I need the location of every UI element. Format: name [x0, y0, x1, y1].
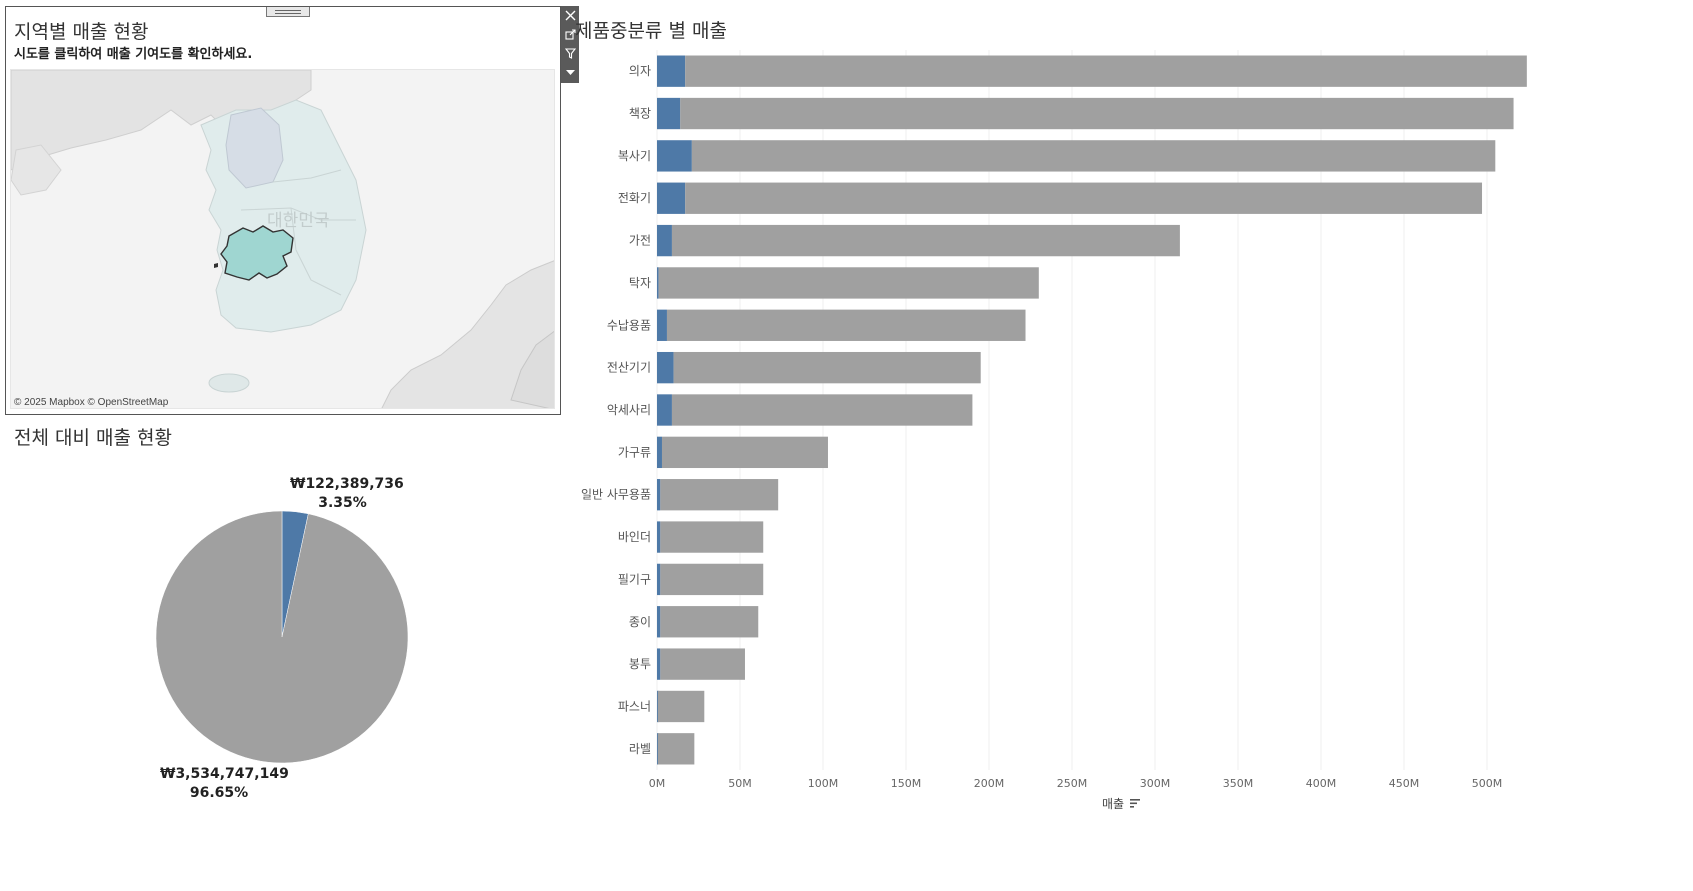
x-tick-label: 300M [1140, 777, 1171, 790]
sort-icon[interactable] [1130, 799, 1140, 808]
pie-slice-rest[interactable] [155, 510, 409, 764]
bar-selected-segment[interactable] [657, 648, 661, 680]
bar-rest-segment[interactable] [680, 97, 1514, 130]
bar-rest-segment[interactable] [671, 224, 1180, 257]
x-tick-label: 500M [1472, 777, 1503, 790]
map-panel: 지역별 매출 현황 시도를 클릭하여 매출 기여도를 확인하세요. 대한민국 [5, 6, 561, 415]
category-label[interactable]: 전산기기 [607, 361, 651, 375]
x-tick-label: 200M [974, 777, 1005, 790]
category-label[interactable]: 수납용품 [607, 318, 651, 332]
category-label[interactable]: 전화기 [618, 191, 651, 205]
bar-selected-segment[interactable] [657, 733, 659, 765]
category-label[interactable]: 필기구 [618, 572, 651, 586]
caret-down-icon[interactable] [561, 63, 579, 82]
category-label[interactable]: 책장 [629, 106, 651, 121]
bar-selected-segment[interactable] [657, 97, 681, 130]
bar-selected-segment[interactable] [657, 563, 661, 596]
bar-rest-segment[interactable] [661, 436, 828, 469]
category-label[interactable]: 가전 [629, 234, 651, 248]
bar-rest-segment[interactable] [657, 690, 705, 723]
bar-rest-segment[interactable] [685, 182, 1483, 214]
category-label[interactable]: 라벨 [629, 742, 651, 756]
map-credit: © 2025 Mapbox © OpenStreetMap [14, 397, 169, 408]
bar-rest-segment[interactable] [685, 55, 1527, 87]
x-tick-label: 150M [891, 777, 922, 790]
bar-selected-segment[interactable] [657, 309, 667, 341]
bar-selected-segment[interactable] [657, 436, 662, 469]
rest-amount: ₩3,534,747,149 [160, 766, 289, 782]
x-tick-label: 0M [649, 777, 666, 790]
x-tick-label: 400M [1306, 777, 1337, 790]
bar-selected-segment[interactable] [657, 521, 661, 553]
filter-icon[interactable] [561, 44, 579, 63]
bar-rest-segment[interactable] [660, 648, 745, 680]
category-label[interactable]: 탁자 [629, 276, 651, 290]
region-map[interactable]: 대한민국 [10, 69, 555, 409]
pie-title: 전체 대비 매출 현황 [14, 427, 172, 449]
x-tick-label: 350M [1223, 777, 1254, 790]
map-subtitle: 시도를 클릭하여 매출 기여도를 확인하세요. [14, 47, 253, 62]
bar-selected-segment[interactable] [657, 394, 672, 426]
bar-title: 제품중분류 별 매출 [575, 20, 727, 42]
bar-selected-segment[interactable] [657, 606, 661, 638]
bar-selected-segment[interactable] [657, 351, 674, 384]
country-label: 대한민국 [267, 211, 330, 231]
category-label[interactable]: 일반 사무용품 [581, 488, 651, 502]
bar-selected-segment[interactable] [657, 267, 659, 299]
category-label[interactable]: 봉투 [629, 657, 651, 671]
external-link-icon[interactable] [561, 25, 579, 44]
bar-rest-segment[interactable] [666, 309, 1026, 341]
bar-rest-segment[interactable] [660, 479, 779, 511]
bar-rest-segment[interactable] [660, 606, 759, 638]
drag-handle[interactable] [266, 7, 310, 17]
x-tick-label: 100M [808, 777, 839, 790]
selected-amount: ₩122,389,736 [290, 476, 404, 492]
pie-label-selected: ₩122,389,736 3.35% [290, 475, 404, 513]
bar-selected-segment[interactable] [657, 182, 686, 214]
bar-selected-segment[interactable] [657, 479, 661, 511]
category-label[interactable]: 복사기 [618, 149, 651, 163]
bar-selected-segment[interactable] [657, 690, 659, 723]
x-axis-title: 매출 [1102, 797, 1124, 811]
close-icon[interactable] [561, 6, 579, 25]
selected-province[interactable] [220, 225, 294, 281]
bar-rest-segment[interactable] [673, 351, 981, 384]
bar-rest-segment[interactable] [691, 140, 1496, 172]
category-label[interactable]: 파스너 [618, 699, 651, 713]
category-label[interactable]: 종이 [629, 615, 651, 629]
worksheet-toolbar [561, 6, 579, 83]
category-label[interactable]: 악세사리 [607, 403, 651, 417]
map-title: 지역별 매출 현황 [14, 21, 149, 43]
selected-percent: 3.35% [318, 495, 367, 511]
x-tick-label: 250M [1057, 777, 1088, 790]
share-pie-chart [155, 510, 409, 764]
bar-rest-segment[interactable] [660, 563, 764, 596]
bar-rest-segment[interactable] [671, 394, 973, 426]
bar-selected-segment[interactable] [657, 55, 686, 87]
bar-selected-segment[interactable] [657, 140, 692, 172]
bar-rest-segment[interactable] [660, 521, 764, 553]
rest-percent: 96.65% [189, 785, 249, 801]
bar-selected-segment[interactable] [657, 224, 672, 257]
category-label[interactable]: 의자 [629, 64, 651, 78]
pie-label-rest: ₩3,534,747,149 96.65% [160, 765, 289, 803]
x-tick-label: 50M [728, 777, 752, 790]
category-label[interactable]: 가구류 [618, 445, 651, 459]
category-label[interactable]: 바인더 [618, 530, 651, 544]
x-tick-label: 450M [1389, 777, 1420, 790]
bar-rest-segment[interactable] [658, 267, 1039, 299]
bar-rest-segment[interactable] [657, 733, 695, 765]
